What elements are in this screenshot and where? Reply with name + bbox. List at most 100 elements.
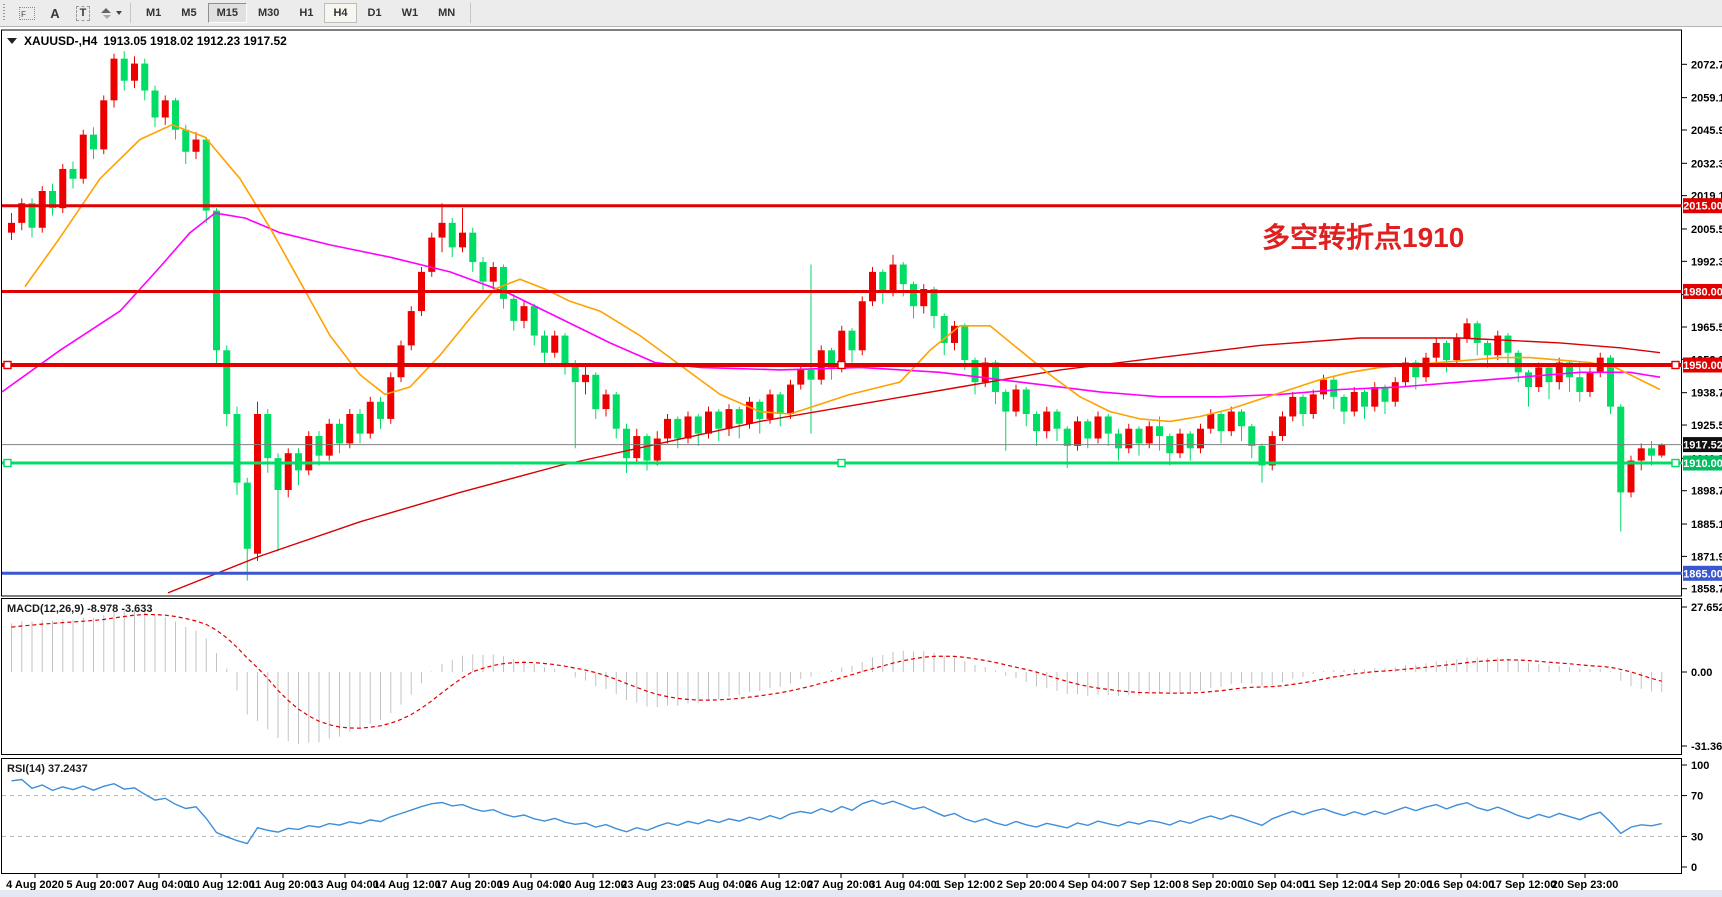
candle-body	[305, 436, 313, 471]
rsi-indicator-label: RSI(14) 37.2437	[7, 763, 88, 775]
time-axis-label: 17 Aug 20:00	[435, 879, 502, 891]
candle-body	[705, 411, 712, 434]
candle-body	[79, 134, 87, 179]
candle-body	[223, 350, 231, 415]
macd-signal-line	[11, 613, 1662, 729]
candle-body	[1022, 389, 1030, 415]
y-axis-tick-label: 1925.50	[1691, 420, 1722, 432]
chart-title[interactable]: XAUUSD-,H4 1913.05 1918.02 1912.23 1917.5…	[7, 34, 287, 48]
candle-body	[1576, 377, 1584, 392]
y-axis-tick-label: 1938.70	[1691, 388, 1722, 400]
candle-body	[448, 222, 456, 248]
hline-handle[interactable]	[837, 458, 846, 468]
hline-handle[interactable]	[1671, 360, 1680, 370]
price-badge-label: 1865.00	[1683, 568, 1722, 580]
candle-body	[69, 168, 77, 179]
candle-body	[1617, 406, 1625, 493]
timeframe-button-M1[interactable]: M1	[146, 7, 162, 19]
candle-body	[684, 416, 692, 439]
candle-body	[1412, 362, 1420, 378]
hline-handle[interactable]	[1671, 458, 1680, 468]
candle-body	[336, 423, 343, 444]
chevron-down-icon	[115, 11, 122, 15]
symbol-dropdown-icon[interactable]	[7, 38, 17, 44]
candle-body	[725, 409, 733, 429]
time-axis-label: 7 Aug 04:00	[128, 879, 189, 891]
candle-body	[1094, 416, 1102, 439]
text-box-tool-button[interactable]: T	[70, 2, 96, 25]
macd-scale-label: 27.652	[1691, 602, 1722, 614]
candle-body	[1145, 426, 1153, 444]
candle-body	[1299, 396, 1307, 415]
price-badge	[1683, 357, 1722, 373]
time-axis-label: 7 Sep 12:00	[1121, 879, 1182, 891]
timeframe-button-W1[interactable]: W1	[401, 7, 419, 19]
candle-body	[8, 222, 15, 233]
candle-body	[1268, 436, 1276, 466]
candle-body	[1627, 460, 1635, 493]
candle-body	[561, 335, 569, 365]
candle-body	[1156, 426, 1163, 437]
candle-body	[1176, 433, 1184, 454]
hline-handle[interactable]	[3, 458, 12, 468]
candle-body	[787, 384, 794, 415]
candle-body	[1443, 342, 1450, 361]
candle-body	[1104, 416, 1112, 434]
candle-body	[1309, 394, 1317, 415]
candle-body	[90, 134, 97, 150]
text-label-tool-button[interactable]: A	[42, 2, 68, 25]
candle-body	[1248, 426, 1256, 446]
price-badge	[1683, 565, 1722, 581]
rsi-scale-label: 0	[1691, 862, 1697, 874]
candle-body	[776, 394, 784, 415]
time-axis-label: 13 Aug 04:00	[311, 879, 378, 891]
candle-body	[172, 100, 179, 130]
candle-body	[633, 436, 641, 459]
candle-body	[1330, 379, 1338, 397]
candle-body	[1043, 411, 1051, 432]
y-axis-tick-label: 1885.10	[1691, 519, 1722, 531]
time-axis-label: 16 Sep 04:00	[1428, 879, 1495, 891]
main-panel-frame	[1, 29, 1682, 597]
time-axis-label: 23 Aug 23:00	[621, 879, 688, 891]
candle-body	[213, 210, 220, 351]
hline-handle[interactable]	[3, 360, 12, 370]
candle-body	[1453, 338, 1461, 361]
macd-scale-label: 0.00	[1691, 667, 1712, 679]
chart-canvas[interactable]: 2072.702059.102045.902032.302019.102005.…	[0, 28, 1722, 897]
timeframe-button-H1[interactable]: H1	[299, 7, 314, 19]
candle-body	[1340, 396, 1348, 412]
candle-body	[254, 414, 261, 554]
candle-body	[459, 232, 466, 248]
candle-body	[1320, 379, 1327, 395]
timeframe-button-MN[interactable]: MN	[438, 7, 456, 19]
candle-body	[1350, 391, 1358, 412]
candle-body	[1279, 416, 1286, 437]
timeframe-button-M15[interactable]: M15	[207, 3, 247, 23]
candle-body	[623, 428, 630, 459]
candle-body	[1402, 362, 1409, 383]
hline-handle[interactable]	[837, 360, 846, 370]
time-axis-label: 25 Aug 04:00	[683, 879, 750, 891]
candle-body	[992, 362, 999, 392]
timeframe-button-M30[interactable]: M30	[257, 7, 280, 19]
candle-body	[1207, 414, 1215, 429]
candle-body	[1115, 433, 1122, 449]
candle-body	[346, 414, 354, 444]
timeframe-button-M5[interactable]: M5	[181, 7, 197, 19]
timeframe-button-D1[interactable]: D1	[367, 7, 382, 19]
chart-frame-tool-button[interactable]: F	[14, 2, 40, 25]
chart-annotation-text[interactable]: 多空转折点1910	[1262, 222, 1465, 253]
candle-body	[1135, 428, 1143, 444]
price-badge	[1683, 283, 1722, 299]
arrows-tool-button[interactable]	[98, 2, 124, 25]
candle-body	[592, 374, 600, 410]
candle-body	[1535, 367, 1543, 388]
timeframe-button-H4[interactable]: H4	[324, 3, 357, 23]
candle-body	[407, 311, 415, 346]
candle-body	[1637, 448, 1645, 461]
candle-body	[1238, 411, 1245, 427]
candle-body	[264, 414, 272, 459]
time-axis-label: 5 Aug 20:00	[66, 879, 127, 891]
candle-body	[797, 369, 805, 385]
